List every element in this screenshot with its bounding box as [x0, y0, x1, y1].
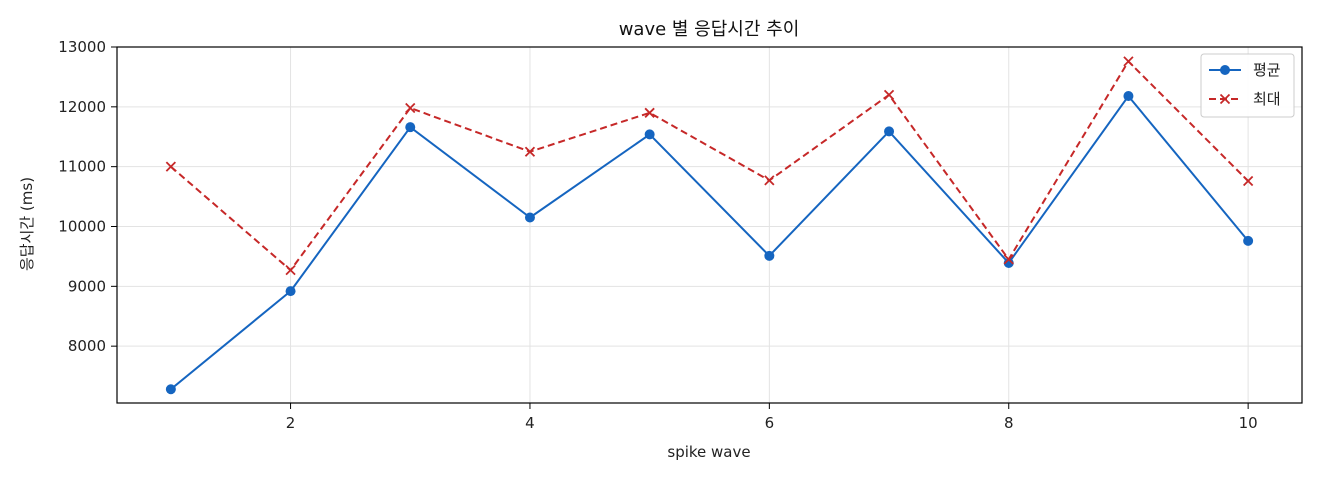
series-line: [170, 60, 1249, 272]
data-point: [524, 212, 535, 223]
plot-frame: [116, 46, 1303, 404]
y-tick-label: 9000: [68, 277, 106, 295]
series-line: [170, 95, 1249, 390]
x-tick-label: 10: [1239, 414, 1258, 432]
y-tick-label: 10000: [58, 217, 106, 235]
series-1: [165, 91, 1254, 395]
data-point: [1003, 257, 1014, 268]
x-tick-label: 4: [525, 414, 535, 432]
data-point: [644, 129, 655, 140]
chart-title: wave 별 응답시간 추이: [619, 19, 800, 40]
data-point: [884, 126, 895, 137]
data-point: [1123, 56, 1134, 67]
data-point: [285, 286, 296, 297]
legend-marker: [1219, 93, 1231, 105]
y-axis-title: 응답시간 (ms): [18, 177, 36, 271]
data-point: [1123, 91, 1134, 102]
data-point: [524, 146, 536, 157]
data-point: [165, 384, 176, 395]
legend-label: 최대: [1253, 90, 1281, 108]
series-2: [165, 56, 1254, 276]
y-tick-label: 13000: [58, 38, 106, 56]
data-point: [644, 107, 655, 118]
data-point: [1003, 254, 1014, 265]
data-point: [764, 250, 775, 261]
data-point: [1243, 235, 1254, 246]
data-point: [405, 102, 416, 114]
x-tick-label: 8: [1004, 414, 1014, 432]
data-point: [165, 161, 177, 172]
data-point: [883, 89, 895, 101]
x-axis-title: spike wave: [667, 443, 750, 461]
data-point: [1242, 175, 1254, 187]
legend-item: 최대: [1209, 90, 1281, 108]
data-point: [764, 175, 775, 186]
legend-marker: [1220, 65, 1230, 75]
y-tick-label: 12000: [58, 98, 106, 116]
axes: 2 4 6 8 10 8000 9000 10000 11000 12000 13000: [58, 38, 1303, 432]
x-tick-label: 6: [765, 414, 775, 432]
y-tick-label: 11000: [58, 158, 106, 176]
legend-item: 평균: [1209, 61, 1281, 79]
x-tick-label: 2: [286, 414, 296, 432]
data-point: [285, 265, 296, 276]
data-point: [405, 122, 416, 133]
y-tick-label: 8000: [68, 337, 106, 355]
series-group: [165, 56, 1254, 395]
legend-label: 평균: [1253, 61, 1281, 79]
